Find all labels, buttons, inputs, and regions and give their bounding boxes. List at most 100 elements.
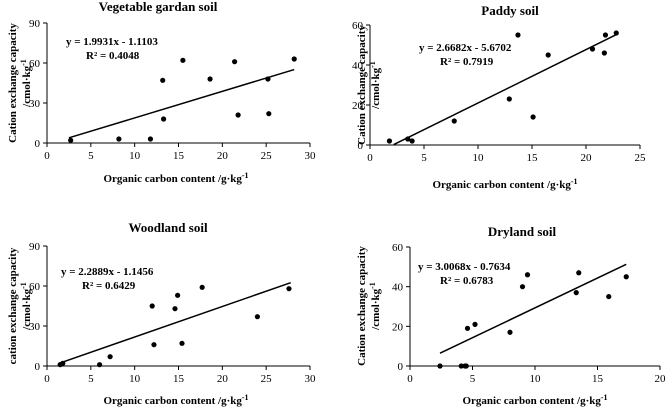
chart1-data-point: [291, 56, 297, 62]
chart2-x-tick-label: 20: [581, 152, 593, 164]
chart2-data-point: [613, 30, 619, 36]
chart1-data-point: [235, 112, 241, 118]
chart2-data-point: [386, 138, 393, 144]
chart2-data-point: [589, 46, 596, 52]
chart2-x-tick-label: 10: [473, 152, 485, 164]
chart2-data-point: [451, 118, 457, 124]
chart2-y-tick-label: 0: [358, 140, 364, 152]
chart4-data-point: [573, 290, 579, 296]
chart4-data-point: [464, 325, 471, 331]
chart4-data-point: [519, 284, 526, 290]
chart1-data-point: [68, 137, 74, 143]
chart3-data-point: [175, 292, 181, 298]
chart1-r-squared: R² = 0.4048: [86, 50, 140, 62]
chart3-x-tick-label: 10: [129, 373, 141, 385]
chart3-y-label-line1: cation exchange capacity: [7, 247, 19, 364]
chart1-x-label: Organic carbon content /g·kg-1: [103, 171, 248, 185]
chart1-y-label: Cation exchange capacity/cmol·kg-1: [7, 23, 33, 143]
chart3-data-point: [149, 303, 155, 309]
chart3-x-tick-label: 0: [44, 373, 50, 385]
chart1-x-tick-label: 10: [129, 150, 141, 162]
chart4-x-tick-label: 10: [530, 373, 542, 385]
chart2-data-point: [506, 96, 512, 102]
chart1-x-tick-label: 30: [305, 150, 317, 162]
chart4-data-point: [623, 274, 629, 280]
chart3-data-point: [60, 360, 66, 366]
chart4-data-point: [463, 363, 469, 369]
chart1-x-tick-label: 5: [88, 150, 94, 162]
chart1-data-point: [232, 59, 238, 65]
chart4-x-label: Organic carbon content /g·kg-1: [462, 393, 607, 407]
chart3-data-point: [172, 306, 178, 312]
chart1-equation: y = 1.9931x - 1.1103: [66, 36, 158, 48]
chart1-x-tick-label: 0: [44, 150, 50, 162]
chart2-x-tick-label: 5: [421, 152, 427, 164]
chart2-data-point: [409, 138, 415, 144]
chart3-x-tick-label: 25: [261, 373, 273, 385]
chart1-data-point: [265, 76, 271, 82]
chart4-x-tick-label: 20: [655, 373, 667, 385]
chart2-x-tick-label: 15: [527, 152, 539, 164]
chart2-data-point: [530, 114, 536, 120]
chart1-data-point: [147, 136, 154, 142]
chart3-y-tick-label: 30: [29, 321, 41, 333]
chart2-x-tick-label: 25: [635, 152, 647, 164]
chart1-y-tick-label: 30: [29, 98, 41, 110]
chart3-x-tick-label: 20: [217, 373, 229, 385]
chart3-y-label-line2: /cmol·kg-1: [19, 282, 33, 331]
chart2-r-squared: R² = 0.7919: [440, 56, 494, 68]
chart1-data-point: [180, 57, 186, 63]
chart4-data-point: [524, 272, 531, 278]
chart2-equation: y = 2.6682x - 5.6702: [419, 42, 512, 54]
chart3-equation: y = 2.2889x - 1.1456: [61, 266, 154, 278]
chart3-data-point: [151, 342, 157, 348]
chart4-y-label: Cation exchange capacity/cmol·kg-1: [356, 246, 382, 366]
chart1-data-point: [116, 136, 122, 142]
chart3-data-point: [286, 286, 292, 292]
chart1-data-point: [160, 77, 166, 83]
chart4-y-tick-label: 40: [392, 282, 404, 294]
chart2-x-label: Organic carbon content /g·kg-1: [432, 177, 577, 191]
chart4-y-tick-label: 0: [398, 361, 404, 373]
chart2-y-tick-label: 60: [352, 20, 364, 32]
chart2-y-label: Cation exchange capacity/cmol·kg-1: [356, 25, 382, 145]
chart2-data-point: [405, 136, 411, 142]
chart4-data-point: [576, 270, 582, 276]
chart4-x-tick-label: 0: [407, 373, 413, 385]
chart3-r-squared: R² = 0.6429: [82, 280, 136, 292]
chart4-y-tick-label: 60: [392, 242, 404, 254]
chart3-x-label: Organic carbon content /g·kg-1: [103, 393, 248, 407]
chart4-data-point: [458, 363, 464, 369]
chart3-x-tick-label: 5: [88, 373, 94, 385]
chart4-trendline: [439, 263, 627, 354]
chart1-x-tick-label: 25: [261, 150, 273, 162]
chart1-data-point: [160, 116, 167, 122]
chart4-data-point: [606, 293, 612, 300]
chart1-data-point: [207, 76, 213, 82]
chart3-data-point: [254, 314, 260, 320]
chart3-y-tick-label: 0: [35, 361, 41, 373]
chart2-trendline: [393, 32, 619, 146]
chart2-data-point: [601, 50, 607, 56]
chart3-x-tick-label: 15: [173, 373, 185, 385]
chart2-y-tick-label: 40: [352, 60, 364, 72]
chart4-data-point: [472, 321, 478, 327]
chart1-x-tick-label: 20: [217, 150, 229, 162]
chart4-y-label-line2: /cmol·kg-1: [368, 282, 382, 331]
chart3-data-point: [179, 340, 185, 346]
chart1-y-label-line2: /cmol·kg-1: [19, 59, 33, 108]
chart2-y-tick-label: 20: [352, 100, 364, 112]
chart2-x-tick-label: 0: [367, 152, 373, 164]
chart3-data-point: [97, 362, 103, 368]
chart2-data-point: [545, 52, 551, 58]
chart1-title: Vegetable gardan soil: [99, 0, 218, 14]
chart1-data-point: [266, 111, 272, 117]
chart2-data-point: [515, 32, 521, 38]
chart2-data-point: [602, 32, 609, 38]
chart3-y-tick-label: 60: [29, 281, 41, 293]
chart1-y-tick-label: 0: [35, 138, 41, 150]
chart1-x-tick-label: 15: [173, 150, 185, 162]
chart4-data-point: [507, 329, 513, 335]
chart4-data-point: [437, 363, 443, 369]
